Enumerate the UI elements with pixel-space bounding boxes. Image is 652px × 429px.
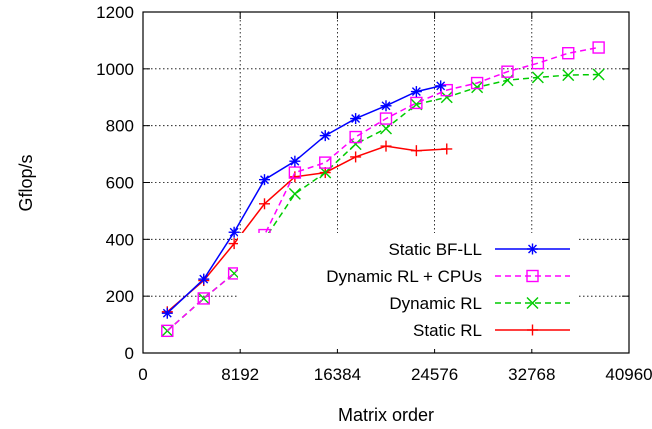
y-tick-label: 0: [125, 344, 134, 363]
y-axis-label: Gflop/s: [16, 154, 36, 211]
legend-swatch-marker: [527, 324, 538, 336]
data-point-static-rl: [350, 151, 362, 163]
data-point-static-bf-ll: [380, 100, 392, 112]
x-tick-label: 32768: [508, 365, 555, 384]
data-point-dynamic-rl-cpus: [197, 292, 210, 305]
legend-entry-dynamic-rl-cpus: Dynamic RL + CPUs: [326, 267, 570, 286]
data-point-static-bf-ll: [198, 273, 210, 285]
series-line-static-rl: [166, 145, 447, 313]
y-tick-label: 1000: [96, 60, 134, 79]
series-line-static-bf-ll: [166, 85, 441, 314]
legend: Static BF-LL Dynamic RL + CPUs Dynamic RL S…: [326, 240, 570, 340]
legend-entry-static-rl: Static RL: [413, 321, 570, 340]
legend-label: Dynamic RL: [389, 294, 482, 313]
data-point-dynamic-rl-cpus: [531, 56, 545, 70]
data-point-static-bf-ll: [350, 113, 362, 125]
legend-swatch-marker: [527, 243, 538, 255]
data-point-dynamic-rl-cpus: [501, 65, 514, 78]
data-point-static-rl: [410, 145, 422, 157]
y-tick-label: 400: [106, 230, 134, 249]
axis-ticks: 0 200 400 600 800 1000 1200 0 8192 16384 24576 3276…: [96, 3, 652, 384]
legend-entry-dynamic-rl: Dynamic RL: [389, 294, 570, 313]
data-point-dynamic-rl-cpus: [562, 47, 575, 60]
legend-label: Static BF-LL: [388, 240, 482, 259]
data-point-dynamic-rl-cpus: [470, 76, 484, 90]
data-point-static-rl: [259, 198, 270, 210]
data-point-dynamic-rl-cpus: [319, 156, 332, 169]
data-point-dynamic-rl: [471, 81, 484, 94]
data-point-static-bf-ll: [259, 174, 270, 186]
data-point-static-bf-ll: [319, 130, 331, 142]
data-point-dynamic-rl: [501, 74, 514, 87]
data-point-dynamic-rl-cpus: [410, 96, 423, 110]
data-point-static-rl: [228, 238, 240, 250]
x-tick-label: 0: [138, 365, 147, 384]
series-static-bf-ll: [161, 80, 447, 319]
y-tick-label: 600: [106, 174, 134, 193]
x-tick-label: 40960: [605, 365, 652, 384]
data-point-dynamic-rl-cpus: [349, 130, 362, 144]
data-point-dynamic-rl-cpus: [288, 166, 302, 179]
data-point-static-rl: [441, 143, 453, 155]
y-tick-label: 800: [106, 117, 134, 136]
legend-label: Static RL: [413, 321, 482, 340]
x-axis-label: Matrix order: [338, 405, 434, 425]
y-tick-label: 1200: [96, 3, 134, 22]
data-point-static-bf-ll: [289, 155, 301, 167]
data-point-static-bf-ll: [435, 80, 447, 92]
data-point-static-rl: [380, 140, 392, 152]
data-point-dynamic-rl: [319, 166, 332, 179]
data-point-dynamic-rl: [380, 122, 392, 135]
data-point-dynamic-rl: [531, 71, 544, 84]
data-point-dynamic-rl: [440, 91, 453, 104]
legend-label: Dynamic RL + CPUs: [326, 267, 482, 286]
data-point-dynamic-rl: [562, 69, 575, 82]
data-point-dynamic-rl-cpus: [592, 41, 605, 54]
legend-swatch-marker: [526, 297, 539, 309]
data-point-static-bf-ll: [228, 226, 240, 238]
series-static-rl: [161, 140, 453, 318]
x-tick-label: 24576: [411, 365, 458, 384]
data-point-dynamic-rl: [592, 68, 605, 81]
legend-swatch-marker: [526, 269, 539, 283]
data-point-static-bf-ll: [410, 86, 422, 98]
data-point-static-bf-ll: [161, 307, 173, 319]
y-tick-label: 200: [106, 287, 134, 306]
x-tick-label: 16384: [314, 365, 361, 384]
data-point-dynamic-rl-cpus: [379, 112, 393, 125]
data-point-dynamic-rl-cpus: [161, 324, 174, 338]
data-point-dynamic-rl: [288, 187, 301, 200]
x-tick-label: 8192: [221, 365, 259, 384]
legend-entry-static-bf-ll: Static BF-LL: [388, 240, 570, 259]
